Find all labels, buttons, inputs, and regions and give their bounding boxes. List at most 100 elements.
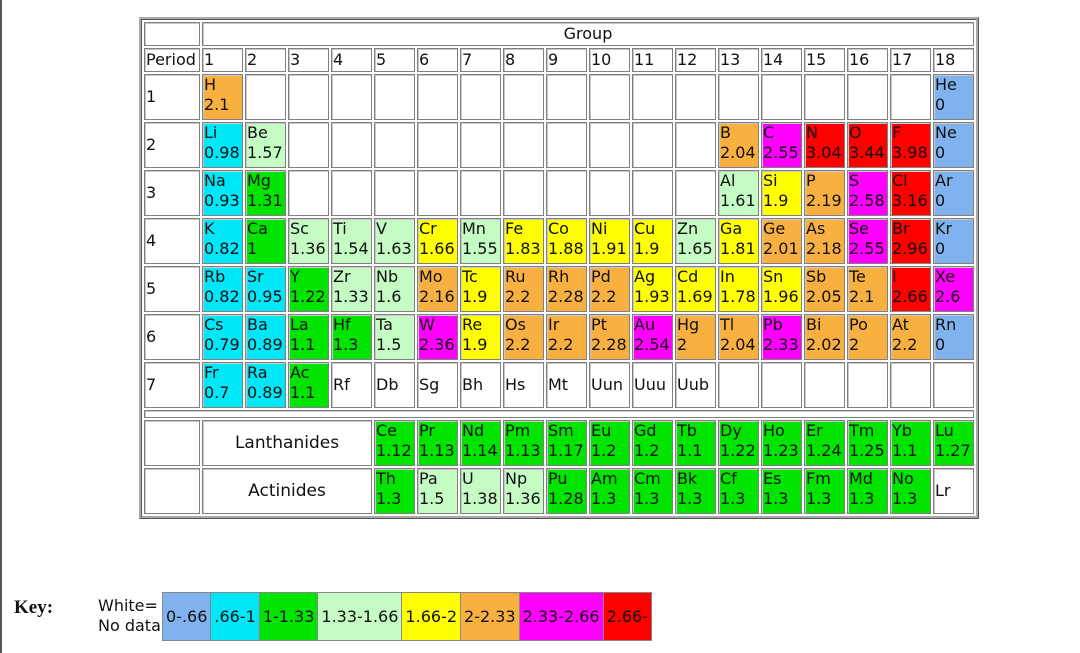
electronegativity: 1.6	[376, 287, 402, 306]
element-symbol: Ra	[247, 363, 268, 382]
element-symbol: Hs	[505, 375, 526, 394]
element-symbol: C	[763, 123, 775, 142]
group-number: 8	[503, 48, 544, 72]
period-number: 2	[144, 122, 200, 168]
element-symbol: Ar	[935, 171, 953, 190]
element-cell: Sc 1.36	[288, 218, 329, 264]
element-cell: W 2.36	[417, 314, 458, 360]
element-cell: Ar 0	[933, 170, 974, 216]
electronegativity: 1.3	[892, 489, 918, 508]
electronegativity: 1.3	[333, 335, 359, 354]
element-symbol: Ni	[591, 219, 608, 238]
electronegativity: 2.55	[849, 239, 885, 258]
electronegativity: 2.04	[720, 335, 756, 354]
element-cell: Se 2.55	[847, 218, 888, 264]
electronegativity: 0.79	[204, 335, 240, 354]
element-symbol: Pr	[419, 421, 435, 440]
element-symbol: Pa	[419, 469, 438, 488]
empty-cell	[288, 122, 329, 168]
element-symbol: Ag	[634, 267, 656, 286]
element-cell: Np 1.36	[503, 468, 544, 514]
electronegativity: 1.27	[935, 441, 971, 460]
element-cell: Uub	[675, 362, 716, 408]
element-cell: Mg 1.31	[245, 170, 286, 216]
empty-cell	[331, 122, 372, 168]
key-range: 2.66-	[603, 593, 652, 640]
electronegativity: 1.2	[634, 441, 660, 460]
group-number: 11	[632, 48, 673, 72]
empty-cell	[589, 122, 630, 168]
element-cell: Cs 0.79	[202, 314, 243, 360]
element-symbol: Te	[849, 267, 866, 286]
element-symbol: Rb	[204, 267, 226, 286]
element-symbol: Db	[376, 375, 399, 394]
element-cell: Pd 2.2	[589, 266, 630, 312]
group-number: 1	[202, 48, 243, 72]
element-cell: O 3.44	[847, 122, 888, 168]
key-range: 1.33-1.66	[318, 593, 403, 640]
element-symbol: Sr	[247, 267, 264, 286]
element-symbol: Tb	[677, 421, 697, 440]
element-symbol: I	[892, 267, 897, 286]
element-cell: Hf 1.3	[331, 314, 372, 360]
element-symbol: Ga	[720, 219, 743, 238]
element-symbol: Al	[720, 171, 736, 190]
electronegativity: 1.9	[462, 335, 488, 354]
electronegativity: 2.6	[935, 287, 961, 306]
electronegativity: 1.96	[763, 287, 799, 306]
element-cell: Co 1.88	[546, 218, 587, 264]
element-symbol: F	[892, 123, 902, 142]
element-symbol: Hf	[333, 315, 351, 334]
empty-cell	[890, 362, 931, 408]
group-number: 2	[245, 48, 286, 72]
empty-cell	[245, 74, 286, 120]
group-number: 12	[675, 48, 716, 72]
electronegativity: 1.36	[290, 239, 326, 258]
element-symbol: Ru	[505, 267, 526, 286]
element-cell: Hs	[503, 362, 544, 408]
empty-cell	[288, 74, 329, 120]
element-cell: Hg 2	[675, 314, 716, 360]
electronegativity: 2.2	[505, 335, 531, 354]
element-cell: Mo 2.16	[417, 266, 458, 312]
electronegativity: 1.88	[548, 239, 584, 258]
element-symbol: Fr	[204, 363, 219, 382]
element-symbol: Po	[849, 315, 868, 334]
electronegativity: 1.69	[677, 287, 713, 306]
electronegativity: 1.14	[462, 441, 498, 460]
electronegativity: 1.3	[677, 489, 703, 508]
group-number: 7	[460, 48, 501, 72]
element-symbol: Fe	[505, 219, 524, 238]
electronegativity: 1.5	[419, 489, 445, 508]
element-cell: At 2.2	[890, 314, 931, 360]
electronegativity: 1.91	[591, 239, 627, 258]
empty-cell	[847, 74, 888, 120]
electronegativity: 3.04	[806, 143, 842, 162]
element-cell: Th 1.3	[374, 468, 415, 514]
element-cell: Xe 2.6	[933, 266, 974, 312]
electronegativity: 0	[935, 239, 946, 258]
element-cell: Te 2.1	[847, 266, 888, 312]
element-symbol: Nd	[462, 421, 485, 440]
element-cell: Ti 1.54	[331, 218, 372, 264]
electronegativity: 0.82	[204, 287, 240, 306]
element-cell: P 2.19	[804, 170, 845, 216]
element-cell: Cd 1.69	[675, 266, 716, 312]
electronegativity: 1.31	[247, 191, 283, 210]
left-border	[0, 0, 2, 653]
electronegativity: 3.16	[892, 191, 928, 210]
key-range: 1-1.33	[259, 593, 319, 640]
element-cell: Sb 2.05	[804, 266, 845, 312]
element-symbol: Cu	[634, 219, 656, 238]
element-symbol: Bh	[462, 375, 484, 394]
empty-cell	[718, 74, 759, 120]
element-cell: Bi 2.02	[804, 314, 845, 360]
electronegativity: 1.3	[849, 489, 875, 508]
element-symbol: Pd	[591, 267, 611, 286]
element-cell: Lr	[933, 468, 974, 514]
electronegativity: 2.2	[505, 287, 531, 306]
element-cell: Md 1.3	[847, 468, 888, 514]
element-symbol: Tl	[720, 315, 735, 334]
element-symbol: Br	[892, 219, 910, 238]
element-symbol: Ir	[548, 315, 560, 334]
